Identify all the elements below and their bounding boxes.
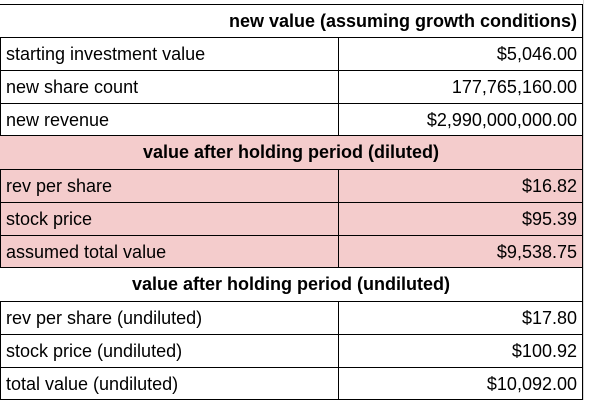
row-value[interactable]: $5,046.00 — [338, 37, 583, 70]
column-gridline — [583, 0, 589, 400]
table-row[interactable]: rev per share (undiluted) $17.80 — [0, 301, 589, 334]
row-label[interactable]: stock price (undiluted) — [0, 334, 338, 367]
section-header-row[interactable]: value after holding period (undiluted) — [0, 268, 589, 301]
table-row[interactable]: assumed total value $9,538.75 — [0, 235, 589, 268]
section-header-undiluted[interactable]: value after holding period (undiluted) — [0, 268, 583, 301]
row-value[interactable]: $100.92 — [338, 334, 583, 367]
table-row[interactable]: total value (undiluted) $10,092.00 — [0, 367, 589, 400]
section-header-row[interactable]: value after holding period (diluted) — [0, 136, 589, 169]
row-label[interactable]: starting investment value — [0, 37, 338, 70]
row-value[interactable]: $2,990,000,000.00 — [338, 103, 583, 136]
row-label[interactable]: stock price — [0, 202, 338, 235]
row-value[interactable]: $17.80 — [338, 301, 583, 334]
table-row[interactable]: rev per share $16.82 — [0, 169, 589, 202]
row-value[interactable]: $10,092.00 — [338, 367, 583, 400]
row-value[interactable]: $16.82 — [338, 169, 583, 202]
row-label[interactable]: new revenue — [0, 103, 338, 136]
table-row[interactable]: stock price $95.39 — [0, 202, 589, 235]
row-value[interactable]: 177,765,160.00 — [338, 70, 583, 103]
section-header-diluted[interactable]: value after holding period (diluted) — [0, 136, 583, 169]
row-label[interactable]: assumed total value — [0, 235, 338, 268]
row-value[interactable]: $9,538.75 — [338, 235, 583, 268]
section-header-growth[interactable]: new value (assuming growth conditions) — [0, 4, 583, 37]
section-header-row[interactable]: new value (assuming growth conditions) — [0, 4, 589, 37]
row-label[interactable]: total value (undiluted) — [0, 367, 338, 400]
row-value[interactable]: $95.39 — [338, 202, 583, 235]
table-row[interactable]: stock price (undiluted) $100.92 — [0, 334, 589, 367]
table-row[interactable]: starting investment value $5,046.00 — [0, 37, 589, 70]
row-label[interactable]: new share count — [0, 70, 338, 103]
row-label[interactable]: rev per share — [0, 169, 338, 202]
table-row[interactable]: new revenue $2,990,000,000.00 — [0, 103, 589, 136]
table-row[interactable]: new share count 177,765,160.00 — [0, 70, 589, 103]
row-label[interactable]: rev per share (undiluted) — [0, 301, 338, 334]
